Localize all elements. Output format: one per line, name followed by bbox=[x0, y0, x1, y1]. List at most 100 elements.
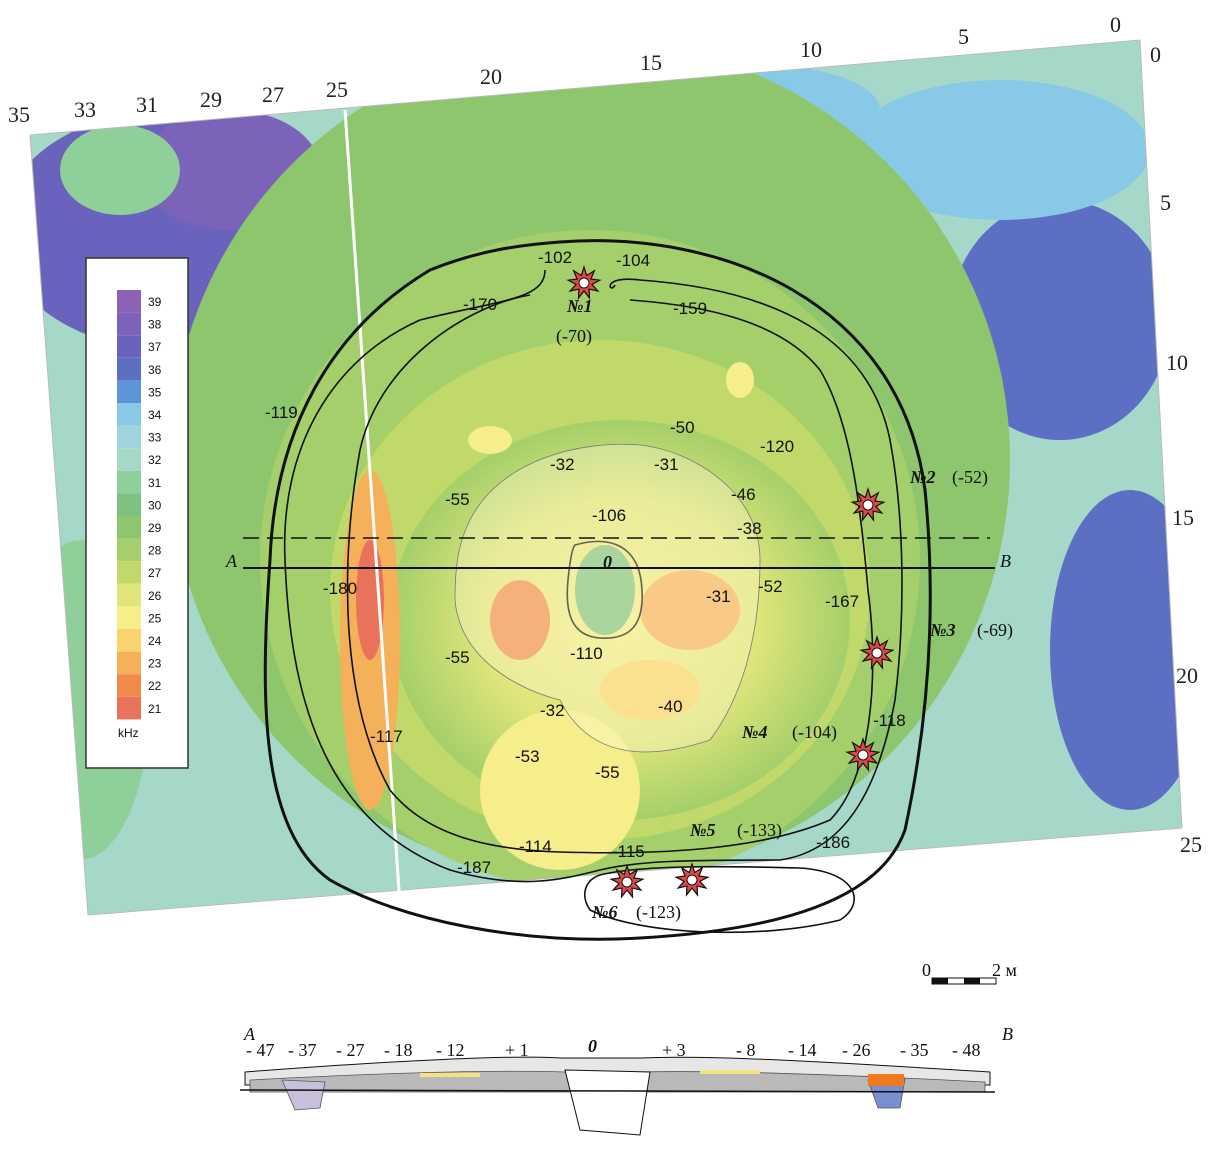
right-axis: 0 5 10 15 20 25 bbox=[1150, 42, 1202, 857]
top-axis-label: 25 bbox=[326, 77, 348, 102]
legend-level-label: 26 bbox=[148, 589, 162, 603]
outer-boundary bbox=[263, 239, 932, 941]
section-center-label: 0 bbox=[603, 552, 612, 572]
depth-label: -106 bbox=[592, 506, 626, 525]
legend-level-label: 28 bbox=[148, 544, 162, 558]
legend-level-label: 22 bbox=[148, 679, 162, 693]
find-depth: (-123) bbox=[636, 902, 681, 923]
right-axis-label: 5 bbox=[1160, 190, 1171, 215]
profile-yellow-lens bbox=[420, 1073, 480, 1077]
right-axis-label: 0 bbox=[1150, 42, 1161, 67]
scale-start-label: 0 bbox=[922, 960, 931, 980]
legend-swatch bbox=[117, 583, 141, 607]
profile-yellow-lens bbox=[700, 1070, 760, 1074]
legend-level-label: 30 bbox=[148, 498, 162, 512]
find-star-center bbox=[578, 277, 590, 289]
find-star-center bbox=[857, 749, 869, 761]
find-depth: (-70) bbox=[556, 326, 592, 347]
legend-level-label: 27 bbox=[148, 566, 162, 580]
depth-label: -38 bbox=[737, 519, 762, 538]
legend-swatch bbox=[117, 696, 141, 720]
depth-labels: -102 -104 -170 -159 -119 -120 -50 -32 -31 -46 -38 -… bbox=[265, 248, 906, 877]
contour-lines bbox=[263, 239, 932, 941]
depth-label: -53 bbox=[515, 747, 540, 766]
magnetic-field-raster bbox=[30, 40, 1182, 915]
depth-label: -31 bbox=[654, 455, 679, 474]
legend-swatch bbox=[117, 538, 141, 562]
legend-level-label: 35 bbox=[148, 385, 162, 399]
profile-depth-label: - 35 bbox=[900, 1040, 929, 1060]
find-marker: №3 (-69) bbox=[859, 620, 1013, 670]
profile-depth-label: - 12 bbox=[436, 1040, 465, 1060]
legend-swatch bbox=[117, 470, 141, 494]
find-star-center bbox=[871, 647, 883, 659]
depth-label: -114 bbox=[519, 837, 552, 856]
legend-swatch bbox=[117, 290, 141, 313]
find-star-center bbox=[862, 499, 874, 511]
legend-level-label: 32 bbox=[148, 453, 162, 467]
depth-label: -32 bbox=[540, 701, 565, 720]
scale-bar: 0 2 м bbox=[922, 960, 1017, 985]
top-axis-label: 31 bbox=[136, 92, 158, 117]
find-depth: (-104) bbox=[792, 722, 837, 743]
depth-label: -104 bbox=[616, 251, 650, 270]
legend-swatch bbox=[117, 425, 141, 449]
depth-label: -187 bbox=[457, 858, 491, 877]
profile-depth-label: + 3 bbox=[662, 1040, 686, 1060]
top-axis: 35 33 31 29 27 25 20 15 10 5 0 bbox=[8, 12, 1121, 127]
legend-swatch bbox=[117, 606, 141, 629]
find-number: №1 bbox=[566, 296, 592, 316]
bottom-contour-123 bbox=[584, 865, 855, 934]
legend-unit: kHz bbox=[118, 726, 139, 740]
legend-level-label: 23 bbox=[148, 657, 162, 671]
legend-level-label: 37 bbox=[148, 340, 162, 354]
top-axis-label: 27 bbox=[262, 82, 284, 107]
find-marker: №6 (-123) bbox=[591, 864, 681, 923]
depth-label: -31 bbox=[706, 587, 731, 606]
profile-start-label: A bbox=[243, 1024, 256, 1044]
profile-depth-label: - 47 bbox=[246, 1040, 275, 1060]
right-axis-label: 10 bbox=[1166, 350, 1188, 375]
legend-swatch bbox=[117, 380, 141, 403]
legend-level-label: 21 bbox=[148, 702, 162, 716]
find-marker: №1 (-70) bbox=[556, 265, 602, 347]
profile-depth-label: 0 bbox=[588, 1036, 597, 1056]
profile-depth-label: - 48 bbox=[952, 1040, 981, 1060]
depth-label: -180 bbox=[323, 579, 357, 598]
legend-level-label: 36 bbox=[148, 363, 162, 377]
legend-level-label: 34 bbox=[148, 408, 162, 422]
legend-level-label: 33 bbox=[148, 431, 162, 445]
find-depth: (-52) bbox=[952, 467, 988, 488]
depth-label: -55 bbox=[445, 490, 470, 509]
find-number: №2 bbox=[909, 467, 935, 487]
profile-depth-label: - 8 bbox=[736, 1040, 756, 1060]
legend-level-label: 29 bbox=[148, 521, 162, 535]
find-depth: (-133) bbox=[737, 820, 782, 841]
profile-depth-label: - 18 bbox=[384, 1040, 413, 1060]
section-end-label: B bbox=[1000, 551, 1011, 571]
profile-depth-label: - 26 bbox=[842, 1040, 871, 1060]
profile-pit bbox=[564, 1069, 651, 1136]
legend-swatch bbox=[117, 357, 141, 381]
depth-label: -55 bbox=[445, 648, 470, 667]
legend-swatch bbox=[117, 403, 141, 426]
depth-label: -110 bbox=[570, 644, 603, 663]
find-number: №3 bbox=[929, 620, 955, 640]
section-start-label: A bbox=[225, 551, 238, 571]
legend-swatch bbox=[117, 448, 141, 471]
depth-label: -167 bbox=[825, 592, 859, 611]
top-axis-label: 20 bbox=[480, 64, 502, 89]
find-depth: (-69) bbox=[977, 620, 1013, 641]
top-axis-label: 0 bbox=[1110, 12, 1121, 37]
profile-orange-lens bbox=[868, 1074, 904, 1086]
depth-label: -159 bbox=[673, 299, 707, 318]
survey-seam-line bbox=[343, 109, 402, 906]
legend-swatch bbox=[117, 312, 141, 336]
find-number: №6 bbox=[591, 902, 617, 922]
find-star-center bbox=[686, 874, 698, 886]
depth-label: -170 bbox=[463, 295, 497, 314]
profile-depth-label: - 27 bbox=[336, 1040, 365, 1060]
finds-markers: №1 (-70) №2 (-52) №3 (-69) №4 (-104) №5 (-133) №6 (… bbox=[556, 265, 1013, 923]
depth-label: -186 bbox=[816, 833, 850, 852]
depth-label: -52 bbox=[758, 577, 783, 596]
